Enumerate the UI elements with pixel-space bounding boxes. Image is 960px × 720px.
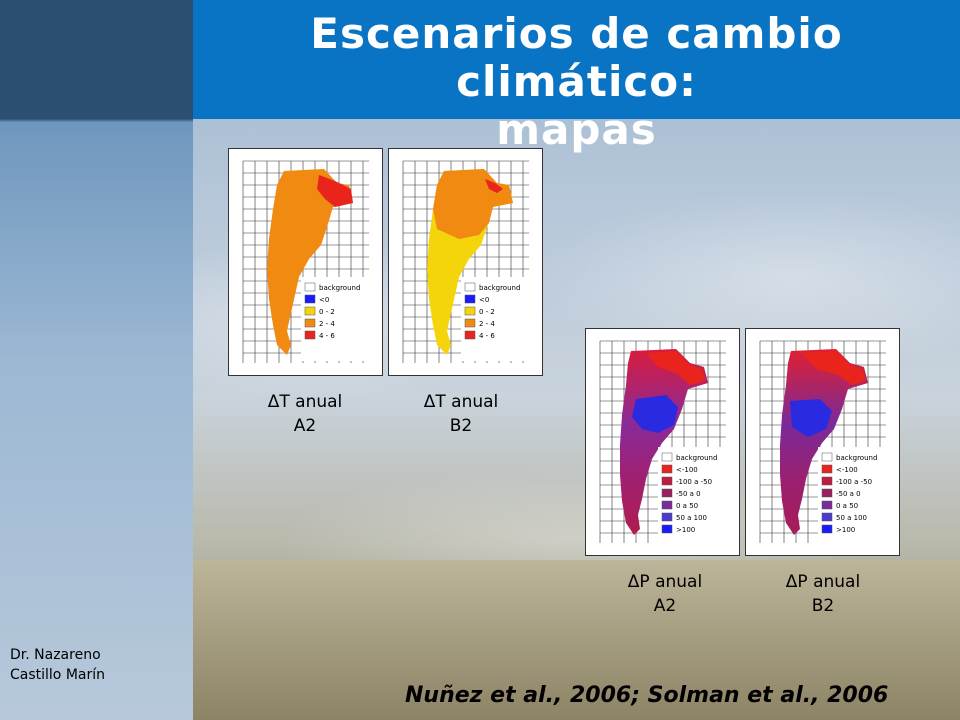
legend-label: >100 bbox=[836, 526, 855, 534]
legend-label: -100 a -50 bbox=[676, 478, 712, 486]
legend-swatch bbox=[821, 524, 833, 534]
legend-label: 50 a 100 bbox=[676, 514, 707, 522]
legend-swatch bbox=[464, 306, 476, 316]
legend-label: 50 a 100 bbox=[836, 514, 867, 522]
legend-label: 0 a 50 bbox=[676, 502, 698, 510]
caption-scenario: A2 bbox=[293, 416, 317, 436]
map-precipitation-a2: background <-100 -100 a -50 -50 a 0 0 a 50 50… bbox=[585, 328, 740, 556]
header-bar bbox=[193, 0, 960, 119]
legend-label: 2 - 4 bbox=[479, 320, 495, 328]
dry-region bbox=[646, 351, 706, 385]
legend-swatch bbox=[821, 512, 833, 522]
legend-swatch bbox=[661, 524, 673, 534]
legend-swatch bbox=[821, 476, 833, 486]
legend-swatch bbox=[464, 282, 476, 292]
legend-label: background bbox=[479, 284, 520, 292]
legend-label: 0 a 50 bbox=[836, 502, 858, 510]
legend-label: 4 - 6 bbox=[319, 332, 335, 340]
hot-region bbox=[317, 175, 353, 207]
legend-swatch bbox=[304, 330, 316, 340]
legend-label: -50 a 0 bbox=[676, 490, 701, 498]
warm-region bbox=[433, 169, 513, 239]
legend-swatch bbox=[821, 500, 833, 510]
legend-label: >100 bbox=[676, 526, 695, 534]
legend-label: 0 - 2 bbox=[479, 308, 495, 316]
legend-swatch bbox=[304, 294, 316, 304]
caption-variable: ΔP anual bbox=[785, 572, 861, 592]
legend-swatch bbox=[304, 318, 316, 328]
field-background bbox=[193, 560, 960, 720]
author-credit: Dr. Nazareno Castillo Marín bbox=[10, 645, 105, 685]
legend-swatch bbox=[464, 318, 476, 328]
legend-swatch bbox=[661, 500, 673, 510]
citation: Nuñez et al., 2006; Solman et al., 2006 bbox=[405, 683, 889, 708]
legend-label: <-100 bbox=[836, 466, 858, 474]
map-temperature-b2: background <0 0 - 2 2 - 4 4 - 6 bbox=[388, 148, 543, 376]
legend-swatch bbox=[821, 452, 833, 462]
legend-swatch bbox=[821, 488, 833, 498]
caption-scenario: A2 bbox=[653, 596, 677, 616]
author-line-2: Castillo Marín bbox=[10, 667, 105, 683]
slide-title: Escenarios de cambio climático: mapas bbox=[193, 0, 960, 154]
caption-temperature-b2: ΔT anual B2 bbox=[386, 390, 536, 438]
legend-swatch bbox=[661, 512, 673, 522]
map-temperature-a2: background <0 0 - 2 2 - 4 4 - 6 bbox=[228, 148, 383, 376]
legend-label: -50 a 0 bbox=[836, 490, 861, 498]
legend-label: <0 bbox=[319, 296, 329, 304]
legend-swatch bbox=[464, 330, 476, 340]
country-shape bbox=[267, 169, 353, 355]
legend-swatch bbox=[304, 282, 316, 292]
caption-temperature-a2: ΔT anual A2 bbox=[230, 390, 380, 438]
legend-swatch bbox=[464, 294, 476, 304]
legend-swatch bbox=[661, 452, 673, 462]
title-line-1: Escenarios de cambio climático: bbox=[310, 9, 843, 106]
legend-swatch bbox=[304, 306, 316, 316]
wet-region bbox=[632, 395, 678, 433]
map-legend: background <-100 -100 a -50 -50 a 0 0 a 50 50… bbox=[658, 447, 736, 547]
legend-swatch bbox=[821, 464, 833, 474]
country-shape bbox=[780, 349, 868, 535]
sidebar-panel bbox=[0, 0, 193, 720]
map-legend: background <-100 -100 a -50 -50 a 0 0 a 50 50… bbox=[818, 447, 896, 547]
legend-swatch bbox=[661, 488, 673, 498]
legend-label: background bbox=[676, 454, 717, 462]
dry-region bbox=[802, 351, 866, 385]
legend-swatch bbox=[661, 476, 673, 486]
legend-label: 2 - 4 bbox=[319, 320, 335, 328]
legend-label: 4 - 6 bbox=[479, 332, 495, 340]
legend-label: <-100 bbox=[676, 466, 698, 474]
caption-scenario: B2 bbox=[811, 596, 835, 616]
hot-region bbox=[485, 179, 503, 193]
caption-precipitation-b2: ΔP anual B2 bbox=[748, 570, 898, 618]
country-shape bbox=[620, 349, 708, 535]
legend-swatch bbox=[661, 464, 673, 474]
legend-label: background bbox=[836, 454, 877, 462]
legend-label: -100 a -50 bbox=[836, 478, 872, 486]
map-legend: background <0 0 - 2 2 - 4 4 - 6 bbox=[301, 277, 377, 361]
caption-variable: ΔT anual bbox=[423, 392, 499, 412]
caption-variable: ΔP anual bbox=[627, 572, 703, 592]
author-line-1: Dr. Nazareno bbox=[10, 647, 101, 663]
caption-precipitation-a2: ΔP anual A2 bbox=[590, 570, 740, 618]
legend-label: 0 - 2 bbox=[319, 308, 335, 316]
caption-scenario: B2 bbox=[449, 416, 473, 436]
map-legend: background <0 0 - 2 2 - 4 4 - 6 bbox=[461, 277, 537, 361]
legend-label: background bbox=[319, 284, 360, 292]
wet-region bbox=[790, 399, 832, 437]
map-precipitation-b2: background <-100 -100 a -50 -50 a 0 0 a 50 50… bbox=[745, 328, 900, 556]
legend-label: <0 bbox=[479, 296, 489, 304]
title-line-2: mapas bbox=[496, 105, 657, 154]
caption-variable: ΔT anual bbox=[267, 392, 343, 412]
